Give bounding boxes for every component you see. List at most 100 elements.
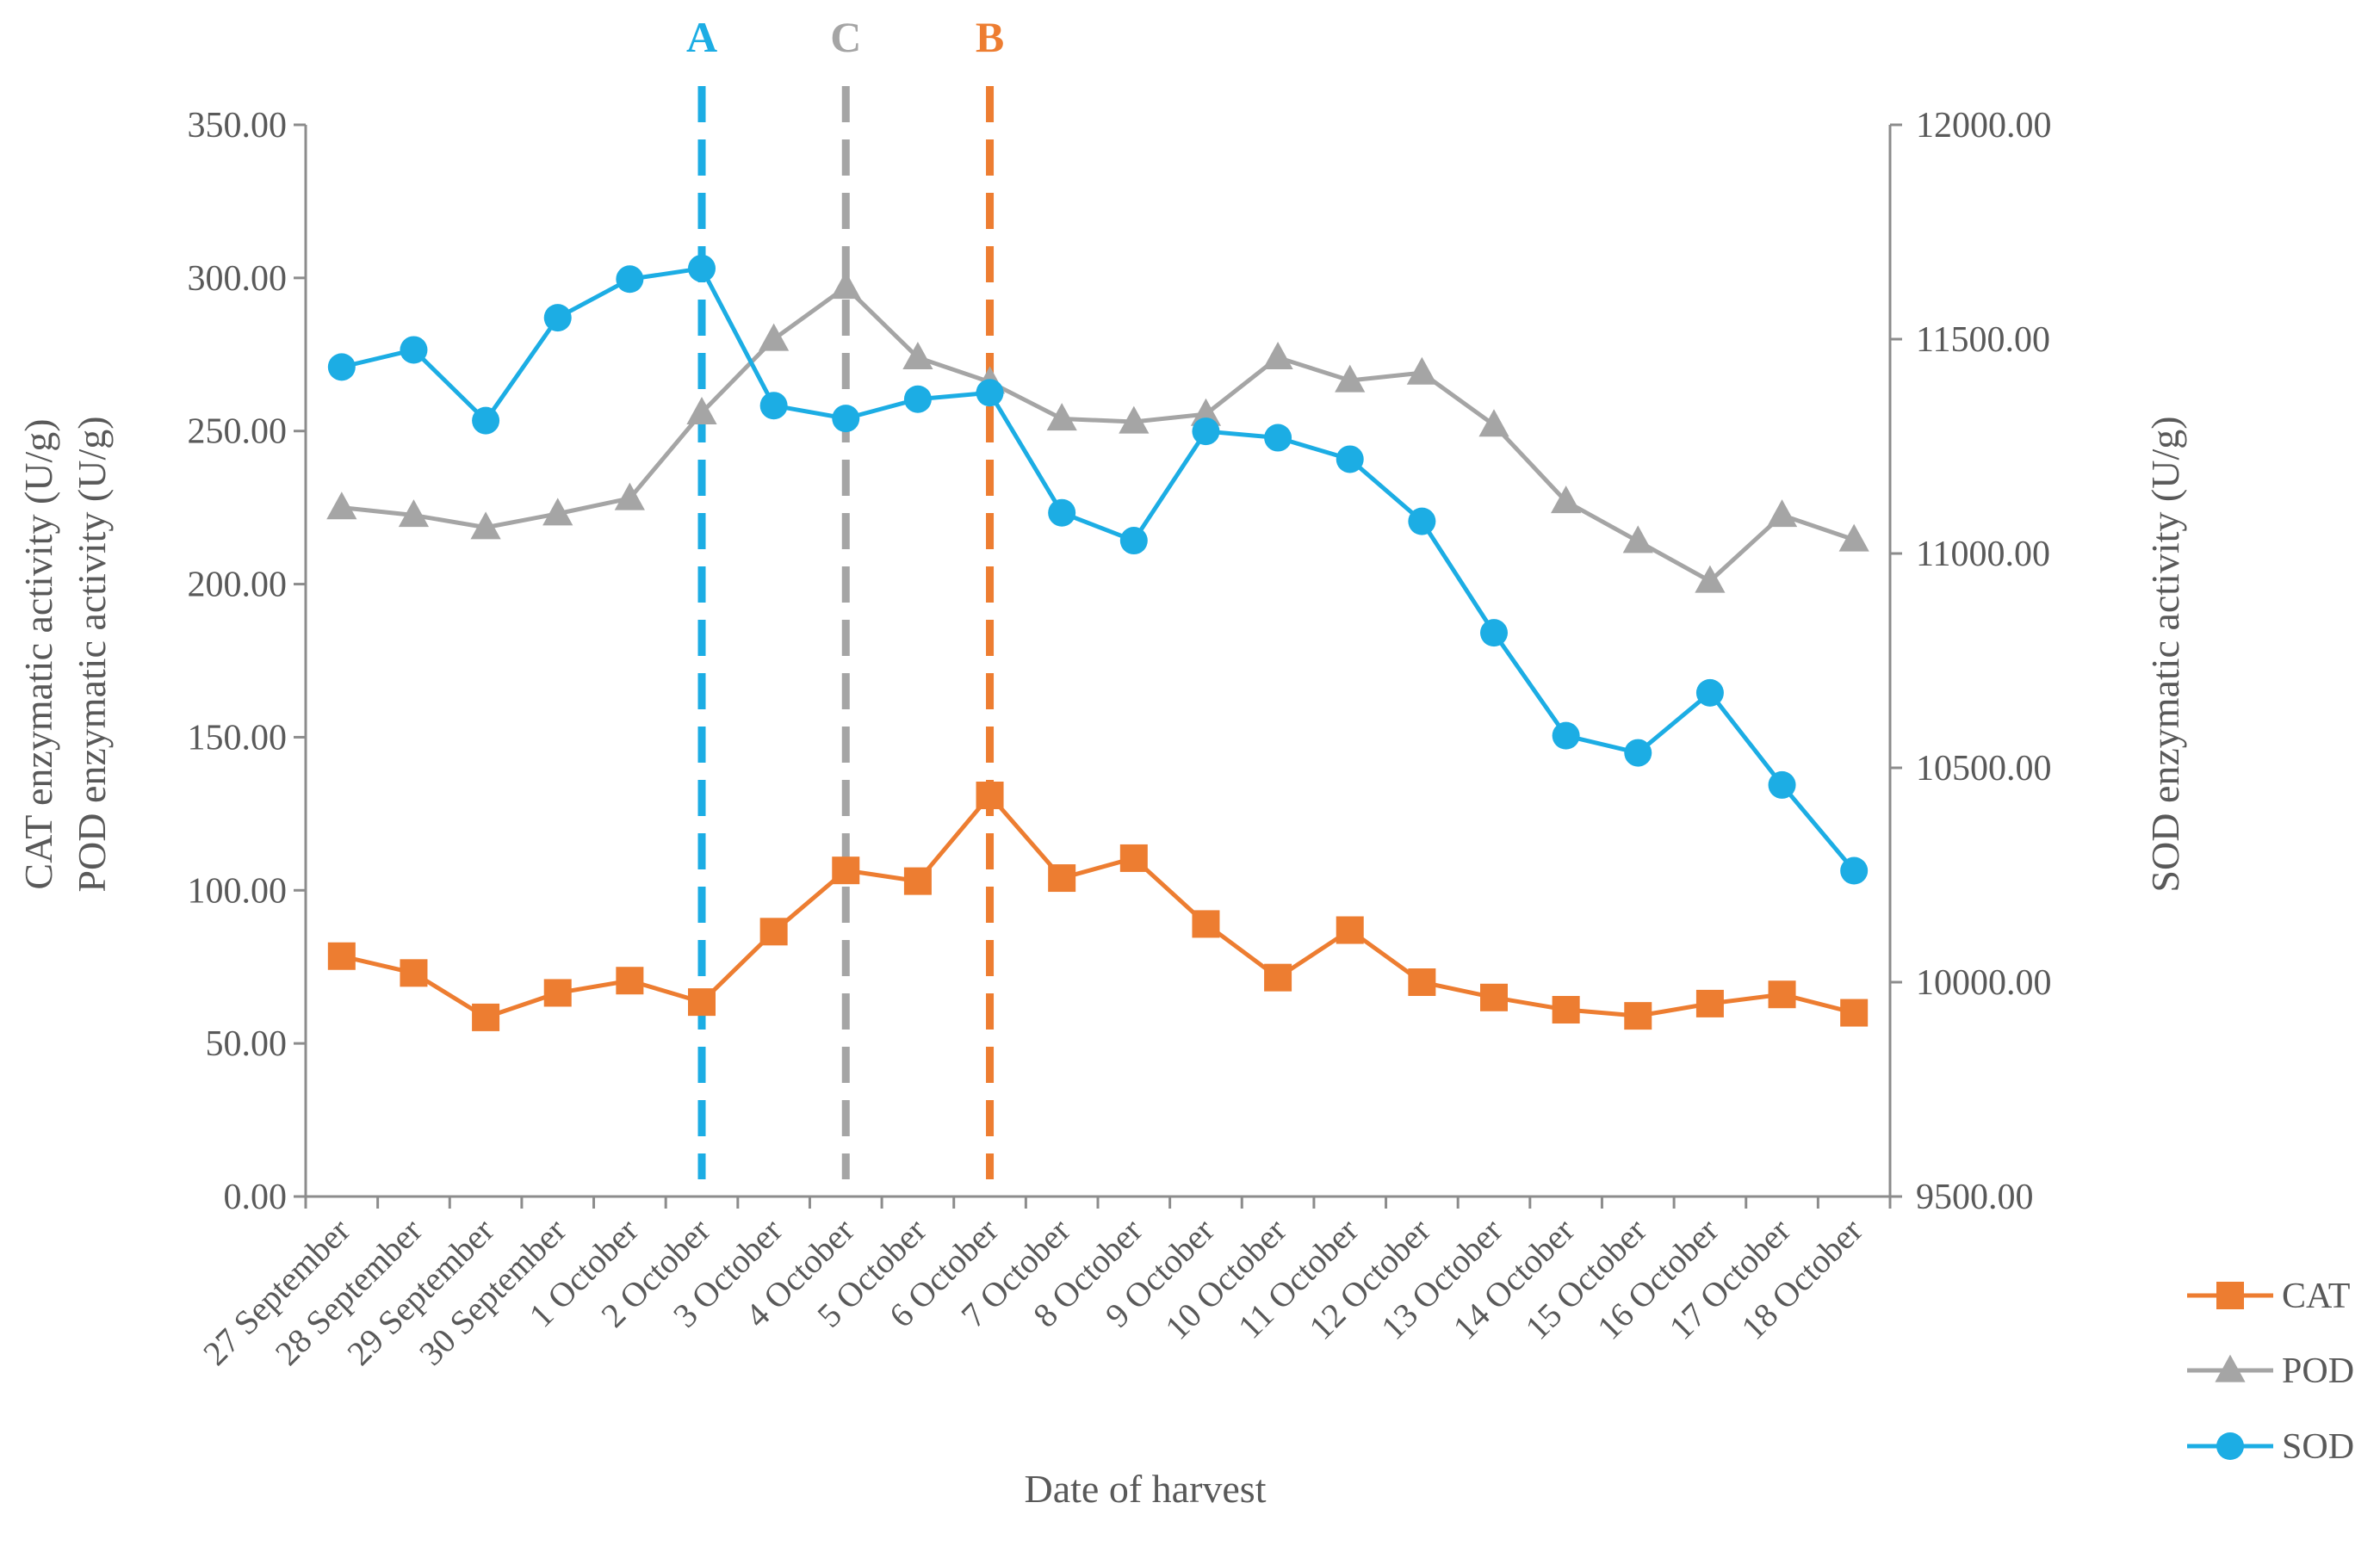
- point-sod: [976, 379, 1004, 407]
- point-pod: [542, 498, 573, 526]
- point-sod: [1840, 856, 1869, 885]
- point-pod: [1838, 523, 1869, 552]
- y-right-title: SOD enzymatic activity (U/g): [2143, 416, 2187, 892]
- point-sod: [327, 353, 356, 381]
- point-pod: [1551, 485, 1582, 514]
- y-left-title-cat: CAT enzymatic activity (U/g): [16, 418, 60, 889]
- series-pod: [326, 271, 1869, 593]
- point-cat: [759, 918, 788, 946]
- point-pod: [1478, 409, 1509, 437]
- point-sod: [1336, 445, 1364, 473]
- series-line-cat: [341, 793, 1855, 1020]
- series-line-sod: [341, 266, 1856, 873]
- legend: CAT POD SOD: [2187, 1277, 2354, 1467]
- point-pod: [759, 323, 790, 351]
- point-cat: [1048, 864, 1076, 893]
- point-sod: [472, 406, 500, 435]
- y-left-tick-label: 50.00: [206, 1024, 288, 1064]
- point-cat: [1192, 910, 1220, 938]
- point-cat: [1552, 996, 1580, 1024]
- series-sod: [327, 254, 1869, 885]
- point-cat: [472, 1003, 500, 1031]
- point-cat: [400, 959, 428, 987]
- reference-label-a: A: [686, 13, 717, 61]
- y-left-tick-label: 250.00: [188, 412, 288, 452]
- legend-label-sod: SOD: [2282, 1427, 2354, 1467]
- point-sod: [903, 385, 932, 413]
- y-right-tick-label: 11500.00: [1916, 320, 2050, 360]
- point-sod: [1768, 770, 1796, 799]
- point-pod: [1406, 356, 1437, 385]
- point-sod: [1408, 507, 1436, 535]
- point-pod: [1695, 565, 1726, 593]
- point-cat: [327, 942, 356, 970]
- point-sod: [1264, 424, 1292, 452]
- point-cat: [1480, 983, 1508, 1011]
- point-sod: [616, 265, 644, 294]
- point-cat: [1264, 963, 1292, 992]
- y-right-tick-label: 10000.00: [1916, 963, 2052, 1003]
- legend-marker-pod: [2215, 1354, 2246, 1382]
- series-line-pod: [341, 285, 1855, 584]
- legend-marker-sod: [2216, 1432, 2244, 1460]
- reference-label-c: C: [830, 13, 861, 61]
- x-axis-title: Date of harvest: [1025, 1467, 1267, 1511]
- y-right-tick-label: 9500.00: [1916, 1178, 2034, 1217]
- point-pod: [830, 271, 861, 300]
- y-left-tick-label: 150.00: [188, 718, 288, 758]
- point-cat: [1695, 989, 1724, 1017]
- y-left-tick-label: 350.00: [188, 106, 288, 145]
- y-right-tick-label: 10500.00: [1916, 749, 2052, 788]
- series: [326, 254, 1869, 1031]
- point-sod: [1624, 739, 1652, 767]
- y-right-tick-label: 11000.00: [1916, 535, 2050, 574]
- point-sod: [1480, 619, 1508, 647]
- point-pod: [470, 511, 501, 540]
- y-right-tick-label: 12000.00: [1916, 106, 2052, 145]
- y-left-tick-label: 200.00: [188, 566, 288, 605]
- point-pod: [1046, 403, 1077, 431]
- point-pod: [1119, 405, 1150, 434]
- point-sod: [1048, 498, 1076, 527]
- point-cat: [688, 988, 716, 1017]
- point-sod: [1192, 417, 1220, 446]
- series-cat: [327, 782, 1869, 1031]
- point-pod: [398, 499, 430, 528]
- point-cat: [1119, 844, 1148, 872]
- point-cat: [1840, 999, 1869, 1027]
- point-pod: [902, 341, 933, 369]
- point-pod: [326, 492, 357, 520]
- axes: [294, 123, 1902, 1209]
- point-cat: [616, 967, 644, 995]
- point-cat: [1408, 968, 1436, 996]
- point-cat: [903, 867, 932, 895]
- point-pod: [686, 396, 717, 424]
- tick-labels: 0.00 50.00 100.00 150.00 200.00 250.00 300.00 3…: [188, 106, 2052, 1373]
- point-sod: [1119, 527, 1148, 555]
- point-pod: [1190, 398, 1222, 426]
- point-cat: [543, 979, 572, 1007]
- y-left-tick-label: 0.00: [224, 1178, 288, 1217]
- y-left-title-pod: POD enzymatic activity (U/g): [70, 416, 114, 892]
- point-sod: [400, 336, 428, 364]
- point-cat: [1624, 1002, 1652, 1030]
- point-pod: [1262, 341, 1293, 369]
- point-sod: [1695, 678, 1724, 707]
- point-cat: [832, 856, 860, 885]
- point-pod: [614, 482, 645, 510]
- point-pod: [1335, 364, 1366, 393]
- point-sod: [688, 254, 716, 282]
- y-left-tick-label: 100.00: [188, 871, 288, 911]
- point-sod: [759, 392, 788, 420]
- point-sod: [832, 405, 860, 433]
- reference-label-b: B: [976, 13, 1004, 61]
- point-pod: [1622, 525, 1653, 553]
- y-left-tick-label: 300.00: [188, 259, 288, 299]
- legend-label-cat: CAT: [2282, 1277, 2350, 1316]
- point-cat: [1768, 980, 1796, 1009]
- point-sod: [543, 304, 572, 332]
- point-sod: [1552, 721, 1580, 750]
- point-cat: [976, 782, 1004, 810]
